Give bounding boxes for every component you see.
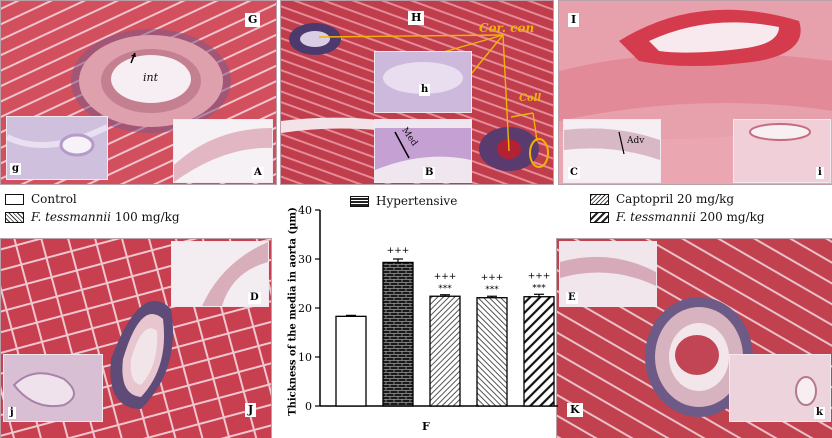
micrograph-K: K E k (556, 238, 832, 438)
chart-y-axis-label: Thickness of the media in aorta (µm) (287, 207, 299, 416)
legend-ft200: F. tessmannii 200 mg/kg (590, 210, 765, 224)
legend-label-ft200-species: F. tessmannii (616, 210, 696, 224)
inset-B: Med B (374, 119, 472, 183)
legend-control: Control (5, 192, 77, 206)
legend-swatch-control (5, 193, 24, 205)
panel-label-B: B (423, 167, 436, 179)
legend-swatch-hypertensive (350, 195, 369, 207)
significance-plus: +++ (528, 271, 551, 281)
legend-ft100: F. tessmannii 100 mg/kg (5, 210, 180, 224)
inset-C: Adv C (563, 119, 661, 183)
inset-label-j: j (8, 407, 16, 419)
significance-plus: +++ (387, 246, 410, 256)
inset-i: i (733, 119, 831, 183)
bar-chart-F: 0 10 20 30 40 +++ +++ *** +++ *** +++ *** Thickness… (268, 198, 564, 438)
bar (476, 297, 508, 407)
bar (335, 315, 367, 407)
bar (429, 295, 461, 407)
legend-label-ft200-dose: 200 mg/kg (696, 210, 765, 224)
annotation-coll: Coll (519, 93, 542, 104)
panel-label-A: A (252, 167, 264, 179)
significance-plus: +++ (481, 273, 504, 283)
micrograph-G: int G g A (0, 0, 277, 185)
annotation-cor-con: Cor. con (479, 21, 535, 35)
panel-label-J: J (245, 403, 257, 417)
significance-star: *** (485, 285, 499, 295)
legend-label-ft100-species: F. tessmannii (31, 210, 111, 224)
legend-swatch-ft200 (590, 211, 609, 223)
inset-label-k: k (814, 407, 825, 419)
bar (523, 296, 555, 407)
legend-swatch-captopril (590, 193, 609, 205)
y-tick-label: 30 (298, 253, 312, 266)
legend-label-ft100-dose: 100 mg/kg (111, 210, 180, 224)
inset-j: j (3, 354, 103, 422)
significance-star: *** (438, 284, 452, 294)
bar-chart-svg: 0 10 20 30 40 +++ +++ *** +++ *** +++ *** (298, 204, 558, 413)
inset-label-h: h (419, 84, 431, 96)
annotation-adv: Adv (627, 136, 645, 146)
micrograph-J: J D j (0, 238, 272, 438)
micrograph-H: H Cor. con Coll h Med B (280, 0, 554, 185)
inset-k: k (729, 354, 831, 422)
micrograph-I: I Adv C i (558, 0, 832, 185)
annotation-int: int (143, 71, 159, 84)
significance-plus: +++ (434, 272, 457, 282)
panel-label-I: I (568, 13, 580, 27)
inset-A: A (173, 119, 273, 183)
panel-label-C: C (568, 167, 580, 179)
inset-h: h (374, 51, 472, 113)
y-tick-label: 0 (305, 400, 312, 413)
panel-label-D: D (248, 292, 261, 304)
inset-g: g (6, 116, 108, 180)
inset-label-i: i (816, 167, 824, 179)
legend-hypertensive: Hypertensive (350, 194, 457, 208)
inset-E: E (559, 241, 657, 307)
legend-label-hypertensive: Hypertensive (376, 194, 458, 208)
significance-star: *** (532, 283, 546, 293)
inset-D: D (171, 241, 269, 307)
panel-label-G: G (245, 13, 261, 27)
legend-captopril: Captopril 20 mg/kg (590, 192, 734, 206)
panel-label-H: H (408, 11, 425, 25)
inset-label-g: g (10, 163, 21, 175)
panel-label-F: F (422, 420, 430, 433)
y-tick-label: 10 (298, 351, 312, 364)
panel-label-K: K (567, 403, 583, 417)
bar (382, 261, 414, 407)
panel-label-E: E (566, 292, 578, 304)
y-tick-label: 20 (298, 302, 312, 315)
y-tick-label: 40 (298, 204, 312, 217)
legend-label-captopril: Captopril 20 mg/kg (616, 192, 735, 206)
legend-swatch-ft100 (5, 211, 24, 223)
legend-label-control: Control (31, 192, 77, 206)
